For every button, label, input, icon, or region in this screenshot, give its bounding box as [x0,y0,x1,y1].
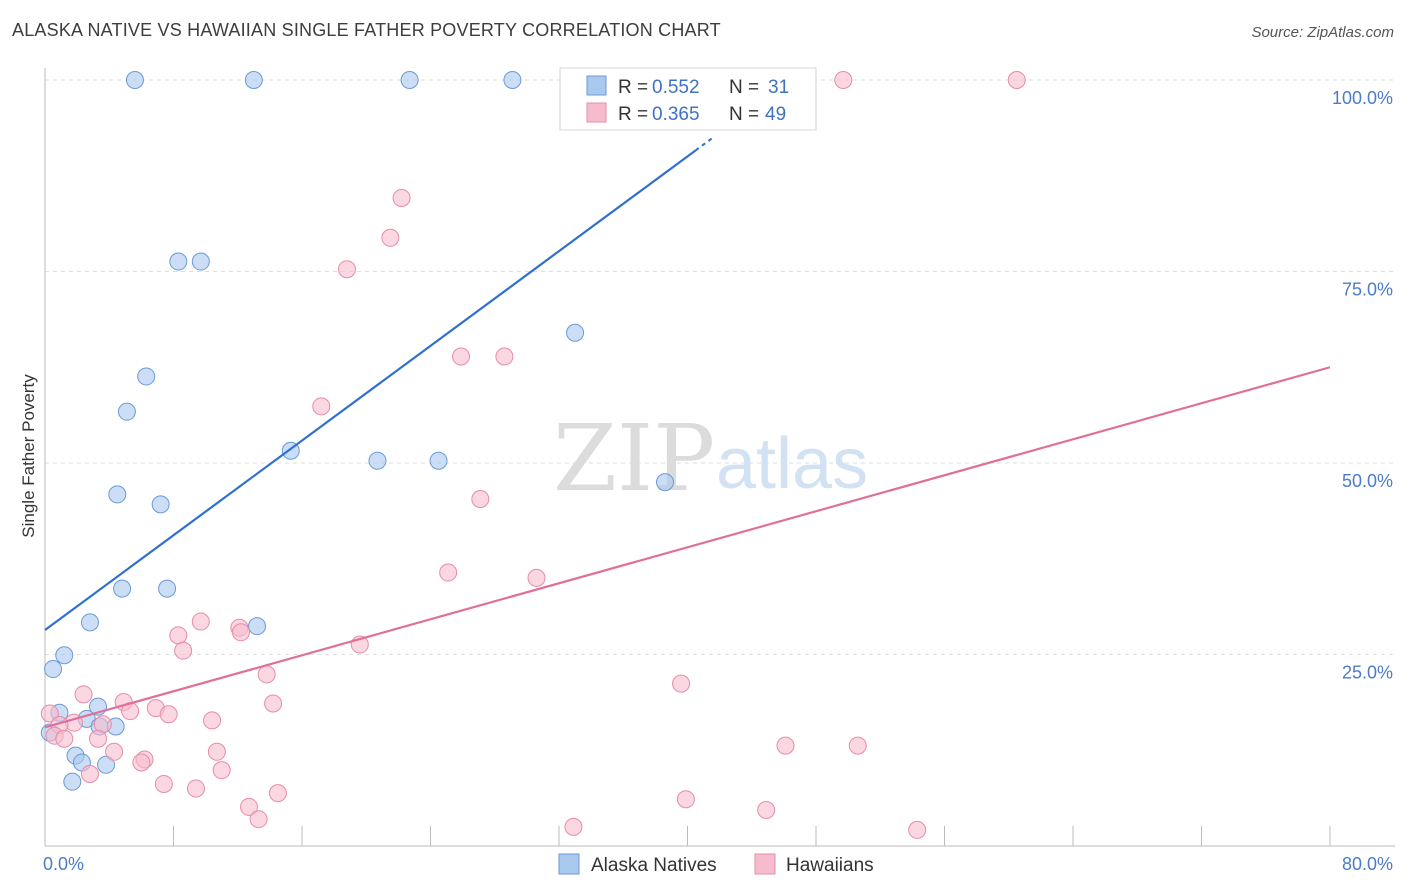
hawaiian-point [191,612,210,631]
trend-lines [44,136,1331,729]
hawaiian-point [834,71,853,89]
watermark-zip: ZIP [553,405,715,512]
hawaiian-point [257,665,276,684]
watermark-atlas: atlas [716,424,868,504]
alaska-native-point [125,71,144,89]
legend-box: R = 0.552 N = 31 R = 0.365 N = 49 [559,67,817,131]
alaska-native-point [169,252,188,271]
hawaiian-point [249,810,268,829]
hawaiian-point [757,800,776,819]
hawaiian-point [89,729,108,748]
legend-n-value-hawaiian: 49 [765,104,786,125]
x-tick-label-min: 0.0% [43,854,84,874]
legend-n-label-alaska: N = [729,77,759,98]
hawaiian-point [40,704,59,723]
x-tick-label-max: 80.0% [1342,854,1393,874]
hawaiian-point [337,260,356,279]
hawaiian-point [207,742,226,761]
hawaiian-point [439,563,458,582]
alaska-native-point [244,71,263,89]
hawaiian-point [169,626,188,645]
alaska-native-point [80,613,99,632]
data-points [40,71,1026,839]
legend-swatch-hawaiian [586,102,607,123]
hawaiian-point [381,228,400,247]
hawaiian-point [676,790,695,809]
alaska-native-point [63,772,82,791]
legend-r-value-alaska: 0.552 [652,77,700,98]
alaska-native-point [108,485,127,504]
hawaiian-point [392,188,411,207]
hawaiian-point [239,797,258,816]
hawaiian-point [159,705,178,724]
legend-n-label-hawaiian: N = [729,104,759,125]
alaska-native-point [117,402,136,421]
alaska-native-point [55,646,74,665]
y-axis-title: Single Father Poverty [19,374,38,538]
alaska-native-point [248,617,267,636]
watermark: ZIP atlas [553,405,868,512]
hawaiian-point [268,784,287,803]
chart-source: Source: ZipAtlas.com [1251,24,1394,41]
grid-lines [45,79,1395,655]
y-tick-label: 75.0% [1342,280,1393,300]
alaska-native-trend-extension [694,136,714,152]
hawaiian-point [1007,71,1026,89]
hawaiian-point [908,820,927,839]
legend-n-value-alaska: 31 [768,77,789,98]
hawaiian-point [471,490,490,509]
hawaiian-point [203,711,222,730]
y-tick-labels: 25.0% 50.0% 75.0% 100.0% [1332,88,1393,683]
bottom-legend: Alaska Natives Hawaiians [558,853,874,876]
hawaiian-point [105,742,124,761]
hawaiian-point [186,779,205,798]
alaska-native-point [429,451,448,470]
alaska-native-point [566,323,585,342]
hawaiian-point [527,568,546,587]
y-tick-label: 100.0% [1332,88,1393,108]
hawaiian-point [564,817,583,836]
legend-swatch-alaska [586,75,607,96]
hawaiian-point [212,761,231,780]
chart-title: ALASKA NATIVE VS HAWAIIAN SINGLE FATHER … [12,20,721,40]
alaska-native-point [368,451,387,470]
alaska-native-point [158,579,177,598]
alaska-native-point [97,755,116,774]
hawaiian-point [848,736,867,755]
hawaiian-point [452,347,471,366]
bottom-legend-swatch-hawaiian [754,853,776,875]
bottom-legend-label-hawaiian: Hawaiians [786,855,874,876]
bottom-legend-swatch-alaska [558,853,580,875]
legend-r-label-alaska: R = [618,77,648,98]
hawaiian-point [174,641,193,660]
bottom-legend-label-alaska: Alaska Natives [591,855,717,876]
hawaiian-point [776,736,795,755]
alaska-native-point [44,660,63,679]
alaska-native-trend-line [44,149,697,631]
hawaiian-point [154,774,173,793]
hawaiian-point [231,623,250,642]
hawaiian-point [132,753,151,772]
alaska-native-point [113,579,132,598]
hawaiian-point [672,674,691,693]
hawaiian-point [495,347,514,366]
legend-r-label-hawaiian: R = [618,104,648,125]
hawaiian-point [74,685,93,704]
hawaiian-point [312,397,331,416]
legend-r-value-hawaiian: 0.365 [652,104,700,125]
alaska-native-point [656,473,675,492]
y-tick-label: 25.0% [1342,663,1393,683]
hawaiian-point [264,694,283,713]
alaska-native-point [137,367,156,386]
y-tick-label: 50.0% [1342,471,1393,491]
alaska-native-point [503,71,522,89]
alaska-native-point [151,495,170,514]
hawaiian-point [55,729,74,748]
hawaiian-trend-line [44,366,1331,729]
hawaiian-point [80,764,99,783]
alaska-native-point [400,71,419,89]
alaska-native-point [191,252,210,271]
